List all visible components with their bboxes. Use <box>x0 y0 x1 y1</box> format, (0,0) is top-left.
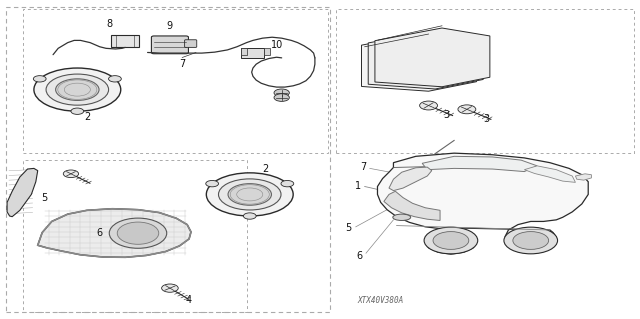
Text: 1: 1 <box>355 182 362 191</box>
Polygon shape <box>384 191 440 220</box>
Circle shape <box>56 79 99 100</box>
FancyBboxPatch shape <box>152 36 188 54</box>
Circle shape <box>228 184 271 205</box>
Circle shape <box>433 232 468 249</box>
Polygon shape <box>378 153 588 254</box>
Circle shape <box>218 179 281 210</box>
Polygon shape <box>575 174 591 180</box>
Bar <box>264 48 269 55</box>
Circle shape <box>281 181 294 187</box>
Text: 2: 2 <box>262 164 269 174</box>
Circle shape <box>46 74 109 105</box>
Circle shape <box>34 68 121 111</box>
Bar <box>23 160 246 312</box>
Circle shape <box>274 94 289 101</box>
Circle shape <box>71 108 84 115</box>
Text: XTX40V380A: XTX40V380A <box>358 296 404 305</box>
Text: 9: 9 <box>167 21 173 31</box>
Bar <box>336 9 634 153</box>
Polygon shape <box>524 166 575 182</box>
Circle shape <box>424 227 477 254</box>
Polygon shape <box>375 28 490 87</box>
Text: 5: 5 <box>41 193 47 203</box>
Circle shape <box>243 213 256 219</box>
Polygon shape <box>389 167 432 191</box>
Bar <box>111 35 140 48</box>
Polygon shape <box>422 156 537 172</box>
Text: 4: 4 <box>186 295 192 305</box>
Bar <box>241 48 246 55</box>
Circle shape <box>206 173 293 216</box>
Text: 6: 6 <box>356 251 363 261</box>
Polygon shape <box>38 209 191 257</box>
FancyBboxPatch shape <box>184 40 196 48</box>
Text: 3: 3 <box>444 110 449 120</box>
Text: 5: 5 <box>346 223 352 233</box>
Text: 8: 8 <box>106 19 113 29</box>
Circle shape <box>458 105 476 114</box>
Circle shape <box>420 101 438 110</box>
Ellipse shape <box>393 214 411 220</box>
Circle shape <box>33 76 46 82</box>
Circle shape <box>513 232 548 249</box>
Circle shape <box>205 181 218 187</box>
Circle shape <box>63 170 79 178</box>
Circle shape <box>504 227 557 254</box>
Polygon shape <box>368 30 483 89</box>
Bar <box>23 9 328 153</box>
Polygon shape <box>7 168 38 217</box>
Bar <box>241 48 264 58</box>
Ellipse shape <box>109 218 167 248</box>
Text: 3: 3 <box>483 114 489 124</box>
Text: 10: 10 <box>271 40 283 50</box>
Text: 7: 7 <box>180 59 186 70</box>
Circle shape <box>274 89 289 97</box>
Text: 7: 7 <box>360 162 367 173</box>
Bar <box>6 7 330 312</box>
Circle shape <box>162 284 178 292</box>
Text: 6: 6 <box>97 228 103 238</box>
Ellipse shape <box>117 222 159 244</box>
Circle shape <box>109 76 122 82</box>
Text: 2: 2 <box>84 112 90 122</box>
Polygon shape <box>362 33 476 91</box>
